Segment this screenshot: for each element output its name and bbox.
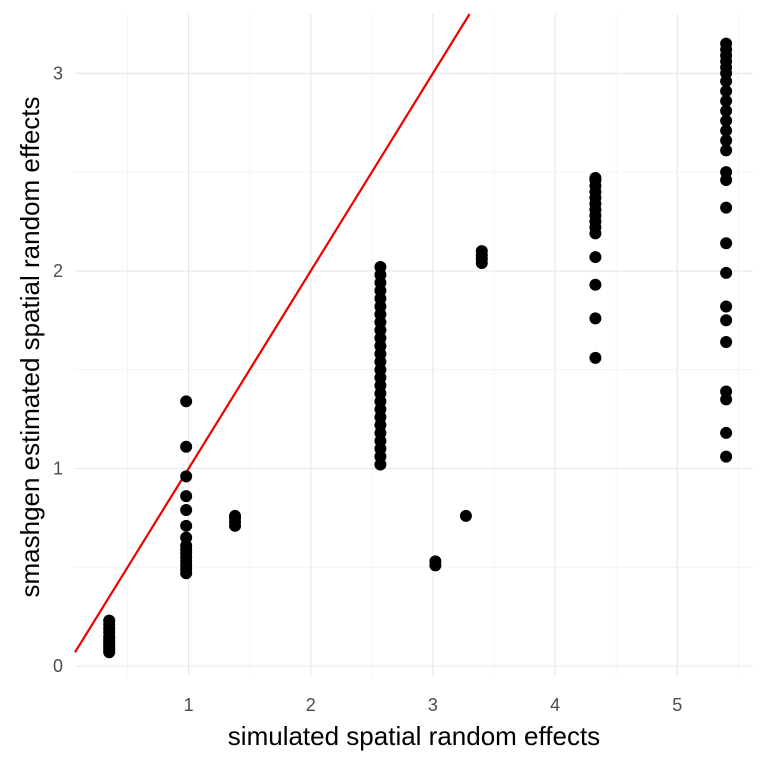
data-point: [720, 336, 733, 349]
data-point: [720, 144, 733, 157]
x-axis-title: simulated spatial random effects: [228, 721, 600, 751]
data-point: [720, 134, 733, 147]
data-points: [103, 37, 733, 659]
grid: [75, 14, 753, 676]
data-point: [720, 426, 733, 439]
x-tick-label: 2: [306, 695, 316, 715]
data-point: [720, 237, 733, 250]
data-point: [180, 440, 193, 453]
data-point: [720, 385, 733, 398]
data-point: [180, 395, 193, 408]
data-point: [720, 104, 733, 117]
y-tick-label: 0: [53, 656, 63, 676]
data-point: [475, 245, 488, 258]
data-point: [229, 509, 242, 522]
data-point: [589, 278, 602, 291]
y-tick-label: 1: [53, 459, 63, 479]
reference-line: [74, 13, 471, 653]
x-tick-label: 1: [184, 695, 194, 715]
x-tick-label: 5: [672, 695, 682, 715]
data-point: [589, 251, 602, 264]
data-point: [720, 85, 733, 98]
reference-line-layer: [74, 13, 471, 653]
y-axis-title: smashgen estimated spatial random effect…: [15, 96, 45, 597]
data-point: [103, 614, 116, 627]
data-point: [180, 519, 193, 532]
data-point: [720, 114, 733, 127]
data-point: [429, 555, 442, 568]
data-point: [180, 504, 193, 517]
data-point: [589, 351, 602, 364]
data-point: [720, 450, 733, 463]
data-point: [720, 37, 733, 50]
data-point: [180, 470, 193, 483]
data-point: [720, 94, 733, 107]
x-tick-label: 4: [550, 695, 560, 715]
tick-labels: 1 2 3 4 5 0 1 2 3: [53, 63, 682, 715]
data-point: [720, 300, 733, 313]
data-point: [720, 314, 733, 327]
data-point: [720, 166, 733, 179]
data-point: [180, 490, 193, 503]
data-point: [374, 260, 387, 273]
y-tick-label: 3: [53, 63, 63, 83]
y-tick-label: 2: [53, 261, 63, 281]
x-tick-label: 3: [428, 695, 438, 715]
data-point: [720, 201, 733, 214]
data-point: [720, 124, 733, 137]
data-point: [720, 266, 733, 279]
data-point: [180, 531, 193, 544]
data-point: [589, 172, 602, 185]
data-point: [459, 509, 472, 522]
data-point: [589, 312, 602, 325]
